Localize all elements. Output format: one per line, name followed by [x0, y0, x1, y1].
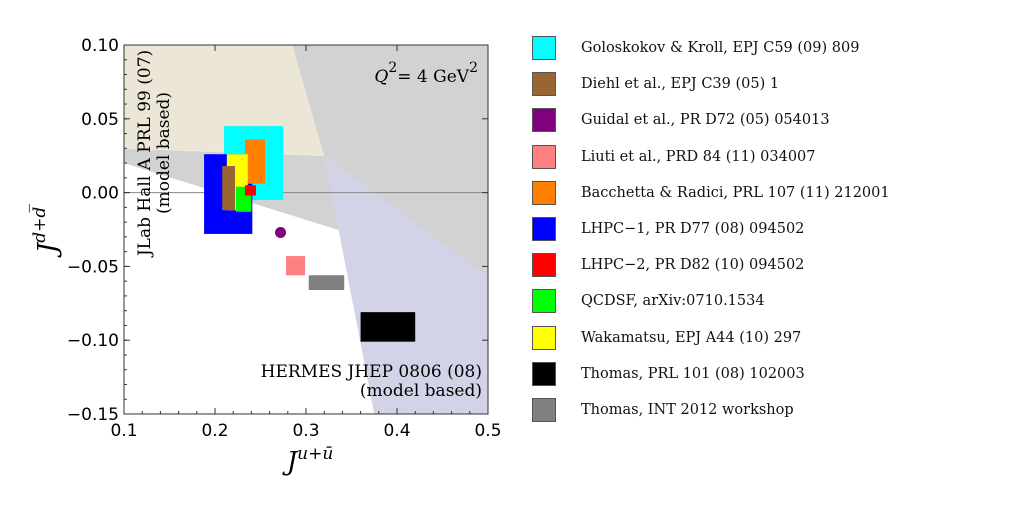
mark-9 — [360, 312, 416, 342]
y-tick-label: 0.05 — [81, 110, 119, 130]
plot-regions — [124, 45, 488, 414]
legend-label: Goloskokov & Kroll, EPJ C59 (09) 809 — [581, 40, 860, 56]
y-tick-label: 0.10 — [81, 36, 119, 56]
mark-10 — [308, 275, 345, 291]
x-tick-label: 0.1 — [110, 421, 137, 441]
mark-1 — [222, 166, 236, 211]
legend-item: Liuti et al., PRD 84 (11) 034007 — [532, 144, 816, 169]
mark-2 — [275, 226, 287, 238]
legend-swatch — [532, 398, 556, 422]
legend-label: LHPC−2, PR D82 (10) 094502 — [581, 257, 805, 274]
legend-label: Diehl et al., EPJ C39 (05) 1 — [581, 76, 780, 93]
legend-item: Wakamatsu, EPJ A44 (10) 297 — [532, 325, 802, 350]
y-tick-label: 0.00 — [81, 184, 119, 204]
axis-ticks: 0.1 0.2 0.3 0.4 0.5 0.10 0.05 0.00 −0.05 −0.10 −0.… — [67, 36, 502, 441]
legend-item: Guidal et al., PR D72 (05) 054013 — [532, 108, 830, 133]
legend-swatch — [532, 325, 556, 350]
y-tick-label: −0.10 — [67, 331, 119, 351]
mark-6 — [245, 185, 256, 196]
legend-item: LHPC−1, PR D77 (08) 094502 — [532, 217, 804, 241]
y-axis-label: Jd+d̅ — [28, 204, 63, 258]
legend-label: Guidal et al., PR D72 (05) 054013 — [581, 112, 830, 129]
legend-label: Thomas, PRL 101 (08) 102003 — [581, 365, 805, 382]
y-tick-label: −0.05 — [67, 257, 119, 277]
legend-item: Bacchetta & Radici, PRL 107 (11) 212001 — [532, 180, 890, 205]
legend-item: Thomas, PRL 101 (08) 102003 — [532, 361, 805, 386]
x-tick-label: 0.4 — [383, 421, 410, 441]
x-tick-label: 0.2 — [201, 421, 228, 441]
x-axis-label: Ju+ū — [282, 444, 334, 477]
x-tick-label: 0.3 — [292, 421, 319, 441]
hermes-label: HERMES JHEP 0806 (08) (model based) — [261, 362, 482, 401]
legend-swatch — [532, 108, 556, 133]
legend-swatch — [532, 144, 556, 169]
legend-swatch — [532, 289, 556, 314]
mark-4 — [245, 139, 266, 184]
legend-label: LHPC−1, PR D77 (08) 094502 — [581, 221, 805, 237]
legend-swatch — [532, 253, 556, 278]
legend-label: Bacchetta & Radici, PRL 107 (11) 212001 — [581, 184, 890, 201]
legend-swatch — [532, 36, 556, 60]
x-tick-label: 0.5 — [474, 421, 501, 441]
mark-3 — [285, 256, 306, 276]
legend-item: Goloskokov & Kroll, EPJ C59 (09) 809 — [532, 36, 859, 60]
legend-label: Wakamatsu, EPJ A44 (10) 297 — [581, 329, 802, 346]
q2-annotation: Q2= 4 GeV2 — [374, 60, 478, 87]
legend-item: QCDSF, arXiv:0710.1534 — [532, 289, 765, 314]
legend-label: QCDSF, arXiv:0710.1534 — [581, 293, 765, 310]
legend-label: Thomas, INT 2012 workshop — [581, 402, 794, 418]
legend-label: Liuti et al., PRD 84 (11) 034007 — [581, 148, 816, 165]
legend-swatch — [532, 361, 556, 386]
legend-item: LHPC−2, PR D82 (10) 094502 — [532, 253, 805, 278]
chart-labels: Ju+ū Jd+d̅ Q2= 4 GeV2 JLab Hall A PRL 99 (0… — [28, 50, 482, 477]
legend-item: Thomas, INT 2012 workshop — [532, 398, 794, 422]
legend-swatch — [532, 72, 556, 97]
legend-item: Diehl et al., EPJ C39 (05) 1 — [532, 72, 780, 97]
plot-marks — [204, 126, 416, 342]
y-tick-label: −0.15 — [67, 405, 119, 425]
legend-swatch — [532, 180, 556, 205]
legend-swatch — [532, 217, 556, 241]
region-hermes — [324, 155, 488, 414]
jlab-label: JLab Hall A PRL 99 (07)(model based) — [135, 50, 174, 258]
